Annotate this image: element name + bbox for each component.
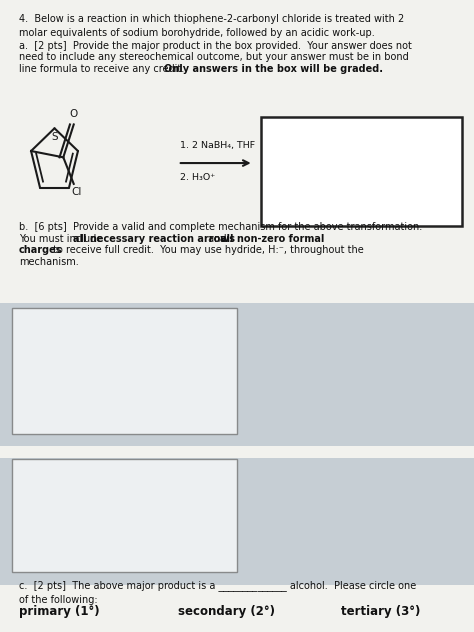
Text: mechanism.: mechanism. xyxy=(19,257,79,267)
Text: O: O xyxy=(70,109,78,119)
FancyBboxPatch shape xyxy=(0,458,474,585)
Text: b.  [6 pts]  Provide a valid and complete mechanism for the above transformation: b. [6 pts] Provide a valid and complete … xyxy=(19,222,422,233)
Text: to receive full credit.  You may use hydride, H:⁻, throughout the: to receive full credit. You may use hydr… xyxy=(50,245,364,255)
Text: 4.  Below is a reaction in which thiophene-2-carbonyl chloride is treated with 2: 4. Below is a reaction in which thiophen… xyxy=(19,14,404,37)
Text: S: S xyxy=(51,132,58,142)
Text: 2. H₃O⁺: 2. H₃O⁺ xyxy=(180,173,215,182)
Text: c.  [2 pts]  The above major product is a ______________ alcohol.  Please circle: c. [2 pts] The above major product is a … xyxy=(19,580,416,605)
FancyBboxPatch shape xyxy=(12,459,237,572)
Text: You must include: You must include xyxy=(19,234,105,244)
Text: all necessary reaction arrows: all necessary reaction arrows xyxy=(73,234,236,244)
Text: a.  [2 pts]  Provide the major product in the box provided.  Your answer does no: a. [2 pts] Provide the major product in … xyxy=(19,41,412,51)
Text: primary (1°): primary (1°) xyxy=(19,605,100,618)
Text: all non-zero formal: all non-zero formal xyxy=(220,234,325,244)
FancyBboxPatch shape xyxy=(261,117,462,226)
Text: Only answers in the box will be graded.: Only answers in the box will be graded. xyxy=(164,64,383,74)
Text: tertiary (3°): tertiary (3°) xyxy=(341,605,420,618)
FancyBboxPatch shape xyxy=(12,308,237,434)
FancyBboxPatch shape xyxy=(0,303,474,446)
Text: Cl: Cl xyxy=(71,187,81,197)
Text: need to include any stereochemical outcome, but your answer must be in bond: need to include any stereochemical outco… xyxy=(19,52,409,63)
Text: secondary (2°): secondary (2°) xyxy=(178,605,275,618)
Text: line formula to receive any credit.: line formula to receive any credit. xyxy=(19,64,191,74)
Text: and: and xyxy=(205,234,229,244)
Text: charges: charges xyxy=(19,245,63,255)
Text: 1. 2 NaBH₄, THF: 1. 2 NaBH₄, THF xyxy=(180,141,255,150)
